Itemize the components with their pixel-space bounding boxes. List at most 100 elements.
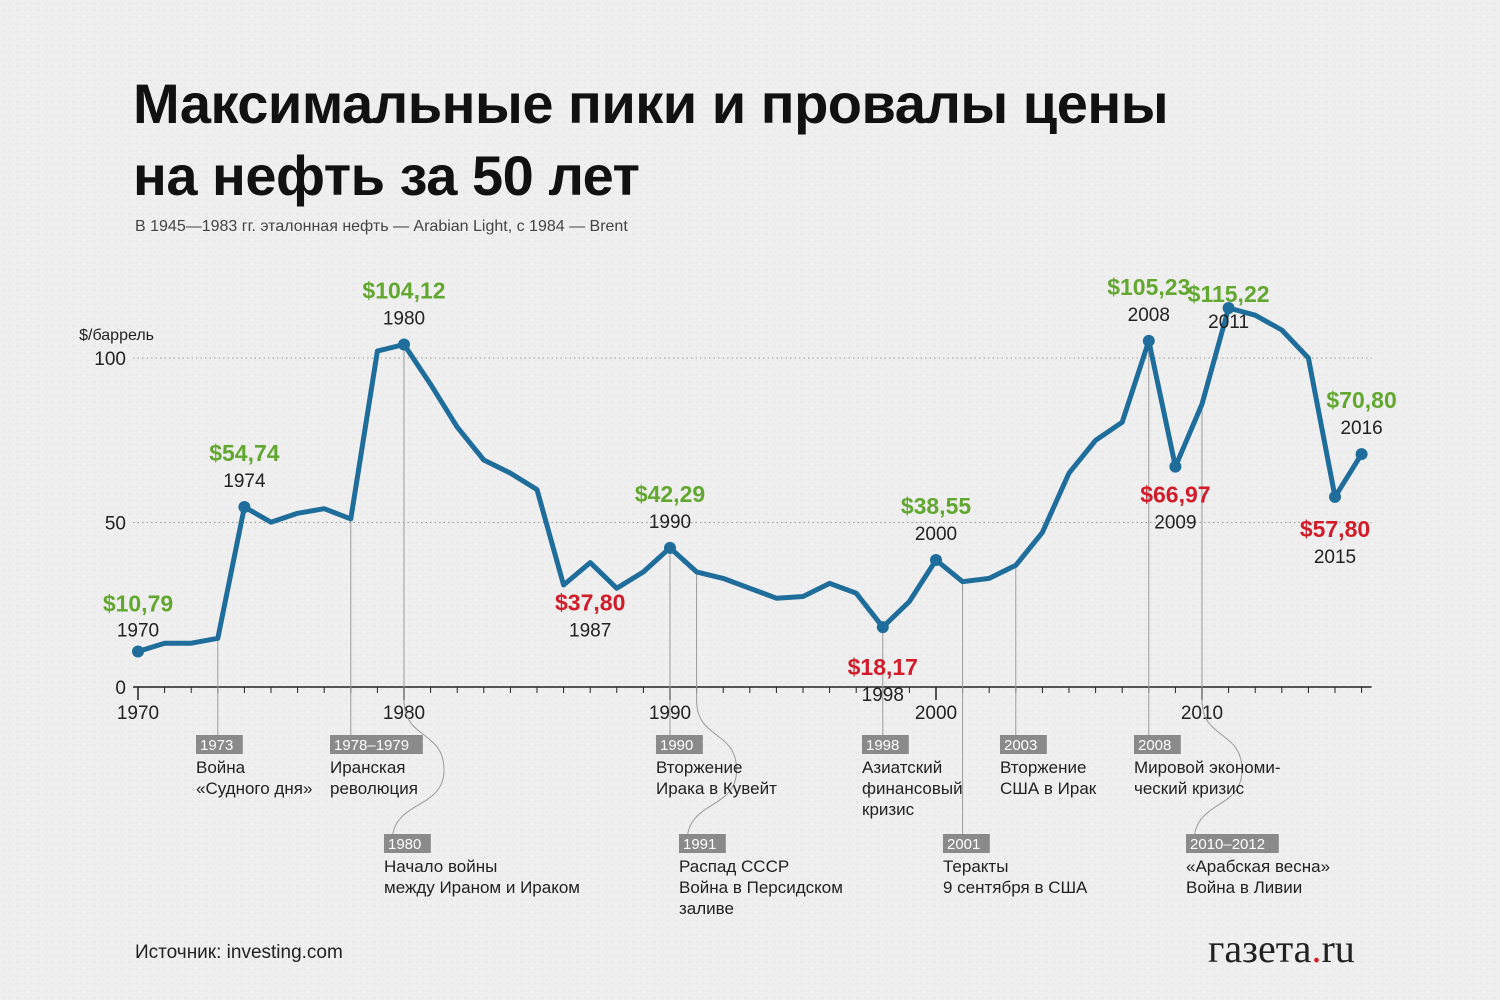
point-2011 — [1222, 301, 1235, 314]
event-tag-box — [656, 735, 703, 754]
event-leader — [391, 344, 445, 843]
event-tag-box — [1186, 834, 1279, 853]
price-label-2011: $115,22 — [1188, 281, 1270, 307]
event-tag-1998: 1998 — [866, 737, 899, 754]
event-text: Война — [196, 758, 246, 777]
chart-subtitle: В 1945—1983 гг. эталонная нефть — Arabia… — [135, 218, 628, 235]
chart-title: Максимальные пики и провалы цены на нефт… — [133, 72, 1169, 207]
event-tag-2008: 2008 — [1138, 737, 1171, 754]
year-label-1970: 1970 — [117, 620, 159, 641]
event-tag-box — [862, 735, 909, 754]
event-text: Ирака в Кувейт — [656, 779, 777, 798]
price-label-2015: $57,80 — [1300, 516, 1370, 542]
year-label-1987: 1987 — [569, 621, 611, 642]
event-text: США в Ирак — [1000, 779, 1097, 798]
price-line — [135, 305, 1365, 654]
price-label-2008: $105,23 — [1107, 274, 1190, 300]
event-text: Война в Ливии — [1186, 878, 1302, 897]
event-tag-1990: 1990 — [660, 737, 693, 754]
year-label-2011: 2011 — [1208, 312, 1249, 333]
y-tick-label: 100 — [94, 349, 126, 370]
price-label-1974: $54,74 — [209, 440, 280, 466]
price-label-1980: $104,12 — [362, 278, 445, 304]
price-label-1998: $18,17 — [848, 654, 918, 680]
x-tick-label: 2000 — [915, 703, 957, 724]
y-axis-label: $/баррель — [79, 327, 154, 344]
event-text: Распад СССР — [679, 857, 789, 876]
y-tick-label: 0 — [115, 678, 126, 699]
event-tag-2003: 2003 — [1004, 737, 1037, 754]
point-1980 — [398, 338, 410, 351]
year-label-1990: 1990 — [649, 512, 691, 533]
axes: 0 50 100 $/баррель 1970 1980 1990 2000 2010 — [79, 327, 1372, 724]
event-text: Начало войны — [384, 857, 497, 876]
price-label-2009: $66,97 — [1140, 482, 1210, 508]
event-tag-box — [384, 834, 431, 853]
year-label-2015: 2015 — [1314, 547, 1356, 568]
price-labels: $10,79 1970 $54,74 1974 $104,12 1980 $37,80 198… — [103, 274, 1397, 706]
event-text: заливе — [679, 899, 734, 918]
year-label-2016: 2016 — [1340, 418, 1382, 439]
year-label-2009: 2009 — [1154, 513, 1196, 534]
event-text: Вторжение — [1000, 758, 1086, 777]
event-text: Война в Персидском — [679, 878, 843, 897]
event-leader-lines — [217, 340, 1243, 843]
price-label-2000: $38,55 — [901, 493, 972, 519]
point-2008 — [1142, 334, 1155, 347]
source-note: Источник: investing.com — [135, 942, 343, 963]
price-label-1990: $42,29 — [635, 481, 705, 507]
event-tag-1973: 1973 — [200, 737, 233, 754]
event-text: Иранская — [330, 758, 406, 777]
event-text: Теракты — [943, 857, 1008, 876]
event-text: кризис — [862, 800, 915, 819]
point-1990 — [664, 541, 676, 554]
event-tag-1991: 1991 — [683, 836, 716, 853]
event-text: «Судного дня» — [196, 779, 312, 798]
highlight-points — [132, 301, 1368, 658]
price-series — [135, 305, 1365, 654]
event-tag-box — [330, 735, 423, 754]
x-tick-label: 1980 — [383, 703, 425, 724]
event-tag-1980: 1980 — [388, 836, 421, 853]
year-label-1980: 1980 — [383, 309, 425, 330]
event-tag-box — [679, 834, 726, 853]
price-label-1987: $37,80 — [555, 590, 625, 616]
event-tag-box — [196, 735, 243, 754]
point-1998 — [876, 621, 889, 634]
point-2016 — [1355, 448, 1368, 461]
year-label-2008: 2008 — [1128, 305, 1170, 326]
event-text: финансовый — [862, 779, 963, 798]
price-label-2016: $70,80 — [1326, 387, 1396, 413]
point-2009 — [1169, 460, 1182, 473]
event-tag-box — [943, 834, 990, 853]
event-text: революция — [330, 779, 418, 798]
event-annotations: 1973 Война «Судного дня» 1978–1979 Иранская р… — [196, 735, 1330, 918]
event-tag-2001: 2001 — [947, 836, 980, 853]
point-1970 — [132, 645, 144, 658]
event-leader — [686, 571, 738, 843]
event-text: Азиатский — [862, 758, 942, 777]
event-tag-2010–2012: 2010–2012 — [1190, 836, 1265, 853]
x-tick-label: 2010 — [1181, 703, 1223, 724]
event-leader — [1193, 404, 1243, 843]
event-text: Мировой экономи- — [1134, 758, 1281, 777]
x-tick-label: 1970 — [117, 703, 159, 724]
brand-logo: газета.ru — [1208, 926, 1355, 971]
event-tag-box — [1134, 735, 1181, 754]
event-text: между Ираном и Ираком — [384, 878, 580, 897]
year-label-2000: 2000 — [915, 524, 957, 545]
event-tag-box — [1000, 735, 1047, 754]
point-2000 — [930, 554, 942, 567]
price-label-1970: $10,79 — [103, 590, 173, 616]
y-tick-label: 50 — [105, 514, 126, 535]
year-label-1974: 1974 — [223, 471, 266, 492]
event-text: 9 сентября в США — [943, 878, 1088, 897]
point-2015 — [1329, 490, 1341, 503]
event-text: Вторжение — [656, 758, 742, 777]
event-tag-1978–1979: 1978–1979 — [334, 737, 409, 754]
point-1974 — [238, 501, 251, 514]
event-text: «Арабская весна» — [1186, 857, 1330, 876]
event-text: ческий кризис — [1134, 779, 1245, 798]
year-label-1998: 1998 — [862, 685, 904, 706]
